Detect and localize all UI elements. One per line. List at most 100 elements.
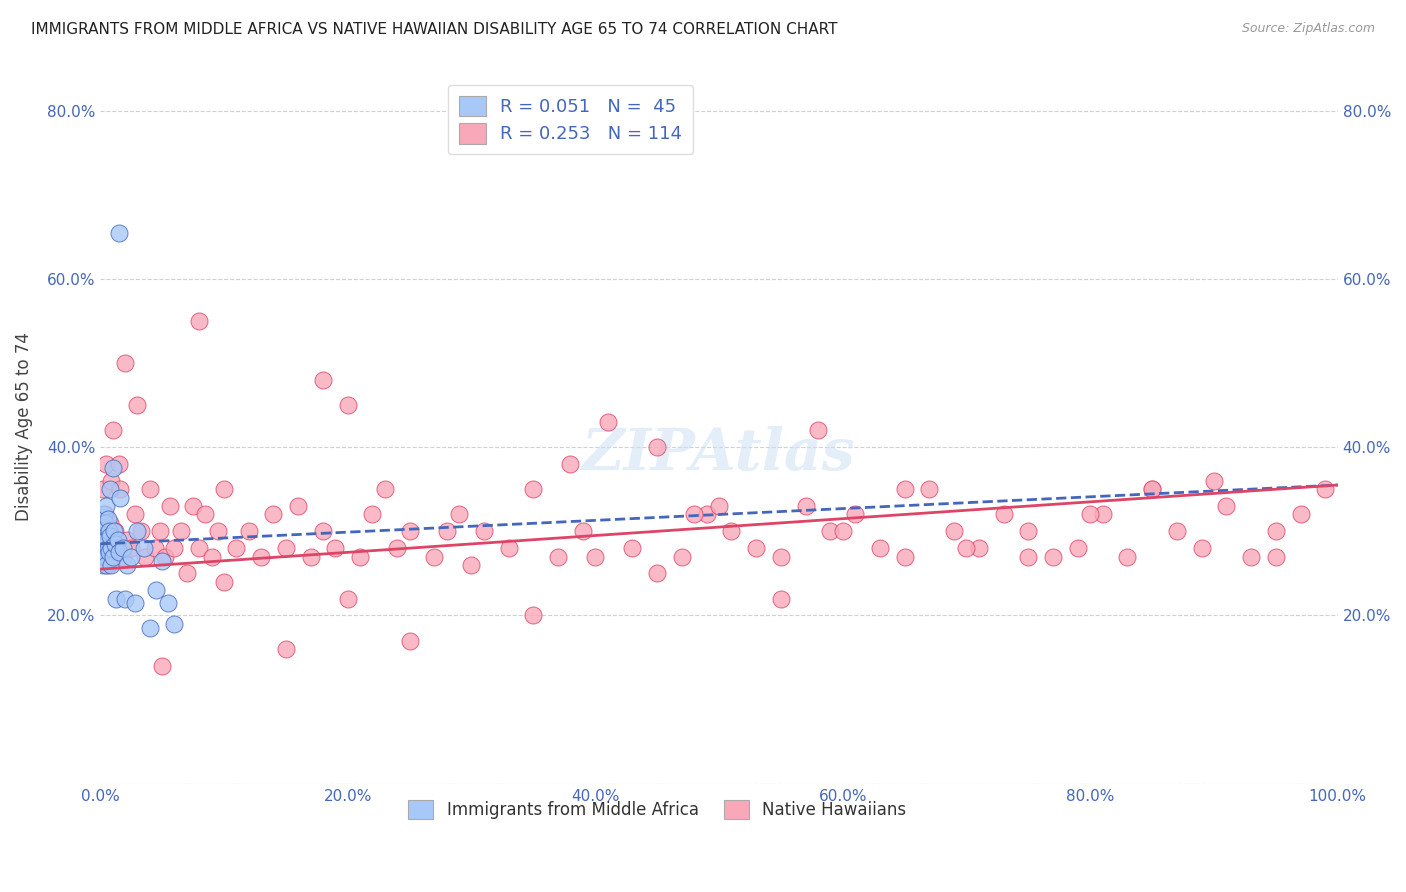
Point bbox=[449, 508, 471, 522]
Point bbox=[349, 549, 371, 564]
Point bbox=[1140, 482, 1163, 496]
Point bbox=[143, 541, 166, 556]
Point bbox=[96, 558, 118, 572]
Point bbox=[145, 583, 167, 598]
Point bbox=[398, 524, 420, 539]
Point bbox=[120, 549, 142, 564]
Point bbox=[108, 482, 131, 496]
Point bbox=[181, 499, 204, 513]
Point bbox=[159, 499, 181, 513]
Point bbox=[893, 549, 915, 564]
Text: Source: ZipAtlas.com: Source: ZipAtlas.com bbox=[1241, 22, 1375, 36]
Point bbox=[117, 533, 139, 547]
Point bbox=[820, 524, 842, 539]
Point bbox=[91, 541, 114, 556]
Point bbox=[127, 398, 149, 412]
Point bbox=[274, 541, 297, 556]
Point bbox=[361, 508, 384, 522]
Point bbox=[94, 537, 117, 551]
Point bbox=[893, 482, 915, 496]
Point bbox=[139, 482, 162, 496]
Point bbox=[94, 549, 117, 564]
Point bbox=[101, 423, 124, 437]
Point bbox=[163, 616, 186, 631]
Point bbox=[98, 482, 121, 496]
Point bbox=[312, 373, 335, 387]
Point bbox=[436, 524, 458, 539]
Point bbox=[139, 621, 162, 635]
Text: ZIPAtlas: ZIPAtlas bbox=[582, 426, 856, 483]
Point bbox=[943, 524, 966, 539]
Point bbox=[387, 541, 409, 556]
Point bbox=[645, 440, 668, 454]
Point bbox=[1191, 541, 1213, 556]
Point bbox=[105, 591, 128, 606]
Point bbox=[97, 533, 120, 547]
Point bbox=[201, 549, 224, 564]
Point bbox=[188, 541, 211, 556]
Point bbox=[97, 545, 120, 559]
Point bbox=[596, 415, 619, 429]
Point bbox=[696, 508, 718, 522]
Text: IMMIGRANTS FROM MIDDLE AFRICA VS NATIVE HAWAIIAN DISABILITY AGE 65 TO 74 CORRELA: IMMIGRANTS FROM MIDDLE AFRICA VS NATIVE … bbox=[31, 22, 838, 37]
Point bbox=[1315, 482, 1337, 496]
Point bbox=[104, 524, 127, 539]
Point bbox=[1067, 541, 1090, 556]
Point bbox=[96, 533, 118, 547]
Point bbox=[1202, 474, 1225, 488]
Y-axis label: Disability Age 65 to 74: Disability Age 65 to 74 bbox=[15, 332, 32, 521]
Point bbox=[127, 524, 149, 539]
Point bbox=[188, 314, 211, 328]
Point bbox=[94, 508, 117, 522]
Point bbox=[93, 545, 115, 559]
Point bbox=[274, 642, 297, 657]
Point bbox=[621, 541, 644, 556]
Point bbox=[108, 457, 131, 471]
Point bbox=[93, 533, 115, 547]
Point bbox=[150, 659, 173, 673]
Point bbox=[212, 482, 235, 496]
Point bbox=[97, 541, 120, 556]
Point bbox=[91, 549, 114, 564]
Point bbox=[91, 482, 114, 496]
Point bbox=[671, 549, 693, 564]
Point bbox=[104, 537, 127, 551]
Point bbox=[918, 482, 941, 496]
Point bbox=[807, 423, 830, 437]
Point bbox=[105, 541, 128, 556]
Point bbox=[94, 516, 117, 530]
Point bbox=[263, 508, 285, 522]
Point bbox=[91, 558, 114, 572]
Point bbox=[150, 554, 173, 568]
Point bbox=[498, 541, 520, 556]
Point bbox=[98, 528, 121, 542]
Point bbox=[869, 541, 891, 556]
Point bbox=[522, 482, 544, 496]
Point bbox=[100, 474, 122, 488]
Point bbox=[423, 549, 446, 564]
Point bbox=[207, 524, 229, 539]
Point bbox=[212, 574, 235, 589]
Point bbox=[103, 549, 125, 564]
Point bbox=[114, 356, 136, 370]
Point bbox=[157, 596, 180, 610]
Point bbox=[560, 457, 582, 471]
Point bbox=[460, 558, 482, 572]
Point bbox=[1166, 524, 1188, 539]
Point bbox=[96, 457, 118, 471]
Point bbox=[176, 566, 198, 581]
Point bbox=[707, 499, 730, 513]
Point bbox=[111, 541, 134, 556]
Point bbox=[149, 524, 172, 539]
Point bbox=[720, 524, 742, 539]
Point bbox=[325, 541, 347, 556]
Point bbox=[645, 566, 668, 581]
Point bbox=[1042, 549, 1064, 564]
Point bbox=[967, 541, 990, 556]
Point bbox=[1017, 524, 1039, 539]
Point bbox=[250, 549, 273, 564]
Point bbox=[745, 541, 768, 556]
Point bbox=[287, 499, 309, 513]
Point bbox=[572, 524, 595, 539]
Point bbox=[1289, 508, 1312, 522]
